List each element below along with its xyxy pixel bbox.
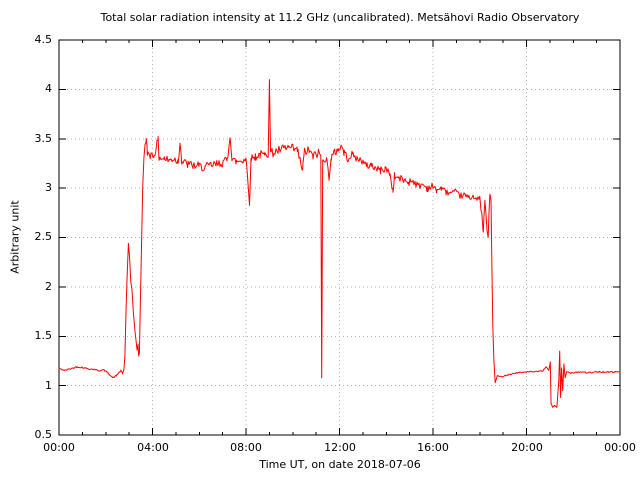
x-tick-label: 20:00: [511, 441, 543, 454]
y-tick-label: 2.5: [34, 230, 53, 243]
x-tick-label: 00:00: [604, 441, 636, 454]
x-tick-label: 08:00: [230, 441, 262, 454]
y-tick-label: 3: [45, 181, 52, 194]
y-tick-label: 2: [45, 280, 52, 293]
gridlines: [59, 40, 620, 435]
x-tick-label: 16:00: [417, 441, 449, 454]
x-tick-label: 12:00: [324, 441, 356, 454]
x-tick-label: 00:00: [43, 441, 75, 454]
y-tick-label: 1: [45, 379, 52, 392]
plot-frame: [58, 39, 621, 436]
y-tick-label: 3.5: [34, 132, 53, 145]
y-tick-label: 4.5: [34, 33, 53, 46]
y-tick-label: 0.5: [34, 428, 53, 441]
y-tick-label: 1.5: [34, 329, 53, 342]
x-axis-label: Time UT, on date 2018-07-06: [259, 458, 421, 471]
chart-title: Total solar radiation intensity at 11.2 …: [100, 11, 580, 24]
y-tick-label: 4: [45, 82, 52, 95]
x-tick-label: 04:00: [137, 441, 169, 454]
data-series-line: [58, 79, 621, 408]
